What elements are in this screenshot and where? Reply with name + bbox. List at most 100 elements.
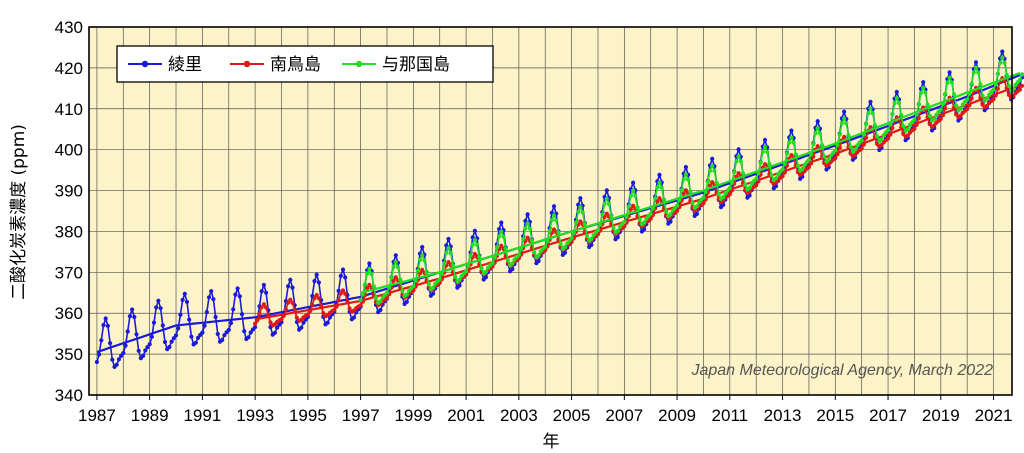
data-point [369,272,374,277]
data-point [736,171,741,176]
data-point [395,265,401,270]
data-point [710,156,715,161]
data-point [762,162,768,167]
data-point [132,314,137,320]
data-point [668,212,673,217]
data-point [332,307,337,312]
data-point [391,264,396,269]
data-point [108,341,113,346]
data-point [631,188,636,193]
data-point [97,352,102,357]
data-point [765,149,770,155]
data-point [712,168,717,173]
data-point [965,97,970,102]
data-point [367,261,372,266]
data-point [527,226,532,231]
data-point [551,204,557,209]
data-point [683,165,689,170]
data-point [584,233,590,238]
data-point [993,82,998,87]
y-tick-label: 380 [55,222,83,241]
x-tick-label: 2011 [712,406,749,425]
x-tick-label: 1993 [236,406,274,425]
data-point [679,188,684,193]
data-point [637,217,642,222]
data-point [967,91,972,96]
data-point [657,172,662,177]
data-point [622,220,627,225]
legend-marker [355,60,363,68]
data-point [905,127,910,132]
data-point [1004,72,1009,77]
data-point [848,144,853,149]
data-point [529,238,535,243]
data-point [378,299,383,304]
data-point [444,250,449,255]
y-tick-label: 350 [55,345,83,364]
data-point [681,177,686,182]
data-point [690,200,695,206]
data-point [365,271,370,276]
data-point [549,218,554,223]
data-point [809,161,814,166]
data-point [261,282,266,288]
data-point [609,213,614,219]
data-point [442,261,447,266]
data-point [497,234,502,239]
data-point [951,92,957,97]
data-point [562,245,568,250]
data-point [949,80,954,85]
data-point [264,305,269,310]
data-point [734,159,739,164]
data-point [714,180,719,185]
data-point [984,96,990,101]
data-point [231,307,236,312]
data-point [681,191,686,196]
data-point [272,330,277,335]
data-point [815,144,820,149]
data-point [516,252,522,257]
x-tick-label: 2007 [605,406,643,425]
data-point [890,112,895,117]
y-tick-label: 340 [55,386,83,405]
data-point [631,180,636,185]
data-point [228,320,234,326]
data-point [589,236,594,241]
data-point [710,163,715,168]
data-point [178,312,183,317]
x-tick-label: 1997 [342,406,380,425]
data-point [288,297,293,302]
data-point [248,330,253,335]
data-point [993,93,998,98]
data-point [835,142,840,147]
y-tick-label: 420 [55,59,83,78]
data-point [914,122,919,127]
data-point [598,222,603,227]
data-point [105,323,110,328]
data-point [916,101,921,106]
data-point [123,343,128,348]
data-point [870,111,875,116]
data-point [864,135,869,140]
data-point [437,277,442,282]
data-point [894,96,899,101]
data-point [842,116,847,121]
data-point [578,196,583,201]
data-point [600,212,605,217]
data-point [998,60,1003,65]
data-point [103,316,108,321]
data-point [551,213,557,218]
data-point [149,334,154,339]
data-point [844,121,849,126]
data-point [872,123,878,128]
data-point [677,198,682,203]
data-point [347,306,352,311]
data-point [536,253,541,258]
x-tick-label: 1991 [183,406,221,425]
data-point [525,235,530,240]
data-point [373,295,379,300]
data-point [762,144,768,150]
data-point [927,113,932,118]
data-point [316,280,321,285]
data-point [701,195,706,200]
